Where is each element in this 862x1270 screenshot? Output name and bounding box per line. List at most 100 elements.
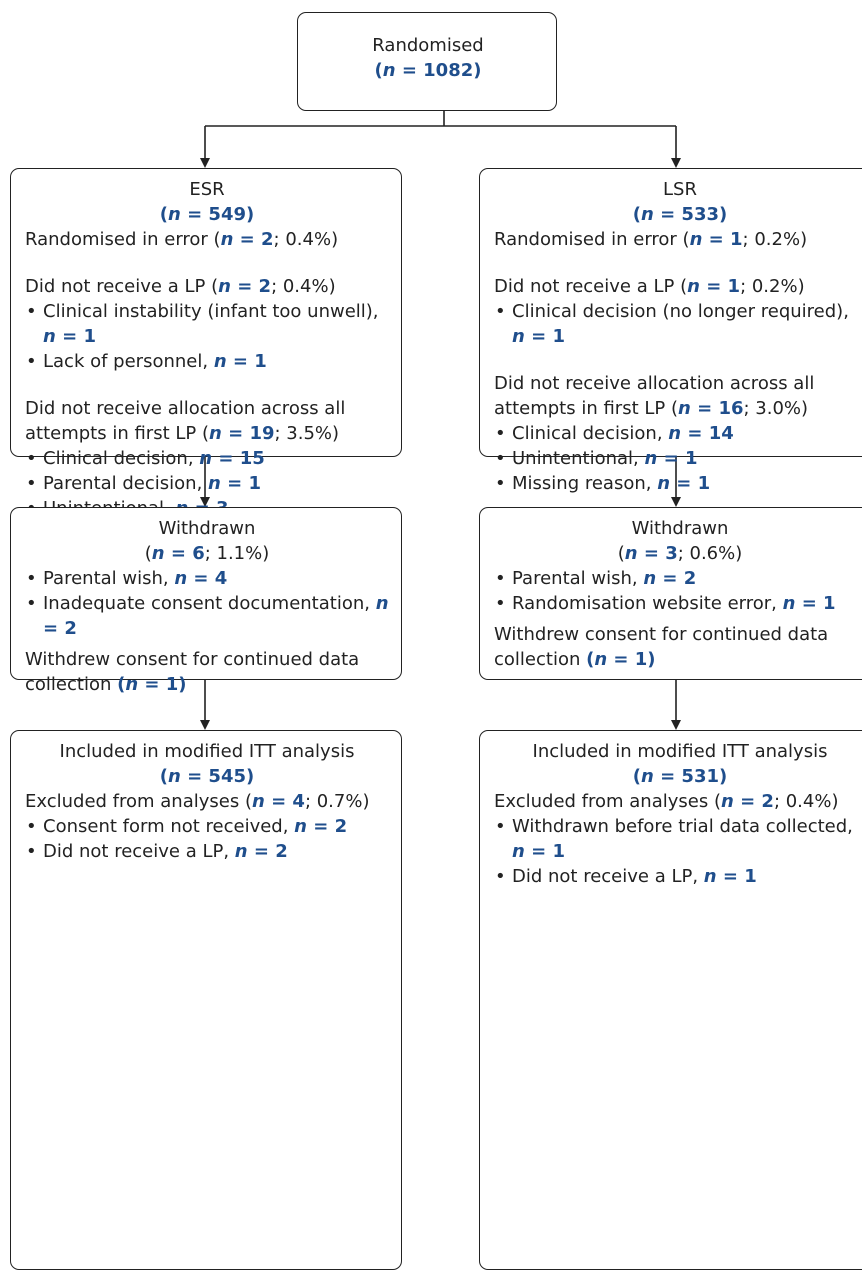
section-text: Randomised in error (n = 1; 0.2%) <box>494 227 862 252</box>
text: ( <box>144 543 152 564</box>
count: (n = 1) <box>586 649 656 670</box>
box-count: (n = 545) <box>25 764 389 789</box>
count: n = 14 <box>668 423 734 444</box>
text: Clinical decision, <box>512 423 669 444</box>
bullet-item: Parental wish, n = 2 <box>495 566 862 591</box>
count: (n = 1082) <box>374 60 482 81</box>
section: Parental wish, n = 2Randomisation websit… <box>494 566 862 616</box>
bullet-item: Unintentional, n = 1 <box>495 446 862 471</box>
flow-box: Included in modified ITT analysis (n = 54… <box>10 730 402 1270</box>
count: n = 3 <box>624 543 678 564</box>
count: n = 1 <box>687 276 741 297</box>
box-title: ESR <box>189 179 225 200</box>
bullet-item: Randomisation website error, n = 1 <box>495 591 862 616</box>
bullet-item: Inadequate consent documentation, n = 2 <box>26 591 389 641</box>
text: Withdrawn before trial data collected, <box>512 816 853 837</box>
box-title: Included in modified ITT analysis <box>59 741 355 762</box>
text: Clinical decision, <box>43 448 200 469</box>
section: Did not receive allocation across all at… <box>25 396 389 521</box>
bullet-item: Clinical decision, n = 15 <box>26 446 389 471</box>
bullet-list: Clinical decision, n = 14Unintentional, … <box>494 421 862 496</box>
text: Withdrew consent for continued data coll… <box>494 624 829 670</box>
section-text: Randomised in error (n = 2; 0.4%) <box>25 227 389 252</box>
count: n = 4 <box>251 791 305 812</box>
section: Did not receive allocation across all at… <box>494 371 862 496</box>
text: Randomised in error ( <box>494 229 690 250</box>
section-text: Did not receive allocation across all at… <box>494 371 862 421</box>
text: Randomised in error ( <box>25 229 221 250</box>
count: n = 2 <box>218 276 272 297</box>
count: n = 1 <box>512 841 565 862</box>
flow-box: Withdrawn(n = 3; 0.6%)Parental wish, n =… <box>479 507 862 680</box>
text: Did not receive allocation across all at… <box>494 373 815 419</box>
count: n = 2 <box>294 816 348 837</box>
text: ; 0.4%) <box>773 791 839 812</box>
bullet-item: Consent form not received, n = 2 <box>26 814 389 839</box>
text: Parental wish, <box>512 568 644 589</box>
count: (n = 533) <box>632 204 728 225</box>
count: (n = 1) <box>117 674 187 695</box>
text: ; 0.6%) <box>677 543 743 564</box>
count: n = 15 <box>199 448 265 469</box>
count: n = 2 <box>720 791 774 812</box>
count: n = 2 <box>643 568 697 589</box>
bullet-list: Parental wish, n = 4Inadequate consent d… <box>25 566 389 641</box>
count: (n = 545) <box>159 766 255 787</box>
box-title: Included in modified ITT analysis <box>532 741 828 762</box>
box-count: (n = 549) <box>25 202 389 227</box>
count: n = 19 <box>209 423 275 444</box>
box-title: Withdrawn <box>158 518 256 539</box>
section: Randomised in error (n = 2; 0.4%) <box>25 227 389 252</box>
box-count: (n = 531) <box>494 764 862 789</box>
section: Did not receive a LP (n = 1; 0.2%)Clinic… <box>494 274 862 349</box>
flow-box: LSR (n = 533) Randomised in error (n = 1; … <box>479 168 862 613</box>
text: Lack of personnel, <box>43 351 214 372</box>
randomised-box: Randomised (n = 1082) <box>297 12 557 111</box>
bullet-list: Clinical instability (infant too unwell)… <box>25 299 389 374</box>
count: n = 1 <box>689 229 743 250</box>
text: Clinical instability (infant too unwell)… <box>43 301 379 322</box>
count: (n = 549) <box>159 204 255 225</box>
box-title: LSR <box>663 179 697 200</box>
count: n = 1 <box>703 866 757 887</box>
flow-box: Included in modified ITT analysis (n = 53… <box>479 730 862 1270</box>
text: ; 0.4%) <box>273 229 339 250</box>
text: Clinical decision (no longer required), <box>512 301 849 322</box>
section-text: Did not receive allocation across all at… <box>25 396 389 446</box>
section: Withdrew consent for continued data coll… <box>25 647 389 697</box>
section-text: Withdrew consent for continued data coll… <box>494 622 862 672</box>
box-count: (n = 533) <box>494 202 862 227</box>
text: ; 3.0%) <box>743 398 809 419</box>
box-count: (n = 1082) <box>312 58 544 83</box>
section-text: Withdrew consent for continued data coll… <box>25 647 389 697</box>
bullet-item: Did not receive a LP, n = 1 <box>495 864 862 889</box>
text: Did not receive a LP ( <box>494 276 688 297</box>
bullet-item: Clinical decision, n = 14 <box>495 421 862 446</box>
section-text: Did not receive a LP (n = 2; 0.4%) <box>25 274 389 299</box>
bullet-list: Clinical decision (no longer required), … <box>494 299 862 349</box>
bullet-item: Clinical instability (infant too unwell)… <box>26 299 389 349</box>
count: n = 2 <box>234 841 288 862</box>
text: Consent form not received, <box>43 816 295 837</box>
flow-box: ESR (n = 549) Randomised in error (n = 2; … <box>10 168 402 638</box>
count: n = 4 <box>174 568 228 589</box>
bullet-list: Parental wish, n = 2Randomisation websit… <box>494 566 862 616</box>
section-text: Did not receive a LP (n = 1; 0.2%) <box>494 274 862 299</box>
text: Excluded from analyses ( <box>494 791 721 812</box>
text: Unintentional, <box>512 448 645 469</box>
box-count: (n = 6; 1.1%) <box>25 541 389 566</box>
text: ( <box>617 543 625 564</box>
count: n = 1 <box>208 473 261 494</box>
box-count: (n = 3; 0.6%) <box>494 541 862 566</box>
text: ; 0.4%) <box>271 276 336 297</box>
text: Did not receive allocation across all at… <box>25 398 346 444</box>
section: Excluded from analyses (n = 4; 0.7%)Cons… <box>25 789 389 864</box>
section: Did not receive a LP (n = 2; 0.4%)Clinic… <box>25 274 389 374</box>
section-text: Excluded from analyses (n = 4; 0.7%) <box>25 789 389 814</box>
bullet-item: Parental wish, n = 4 <box>26 566 389 591</box>
text: ; 3.5%) <box>274 423 340 444</box>
bullet-item: Parental decision, n = 1 <box>26 471 389 496</box>
flow-box: Withdrawn(n = 6; 1.1%)Parental wish, n =… <box>10 507 402 695</box>
text: Randomisation website error, <box>512 593 783 614</box>
